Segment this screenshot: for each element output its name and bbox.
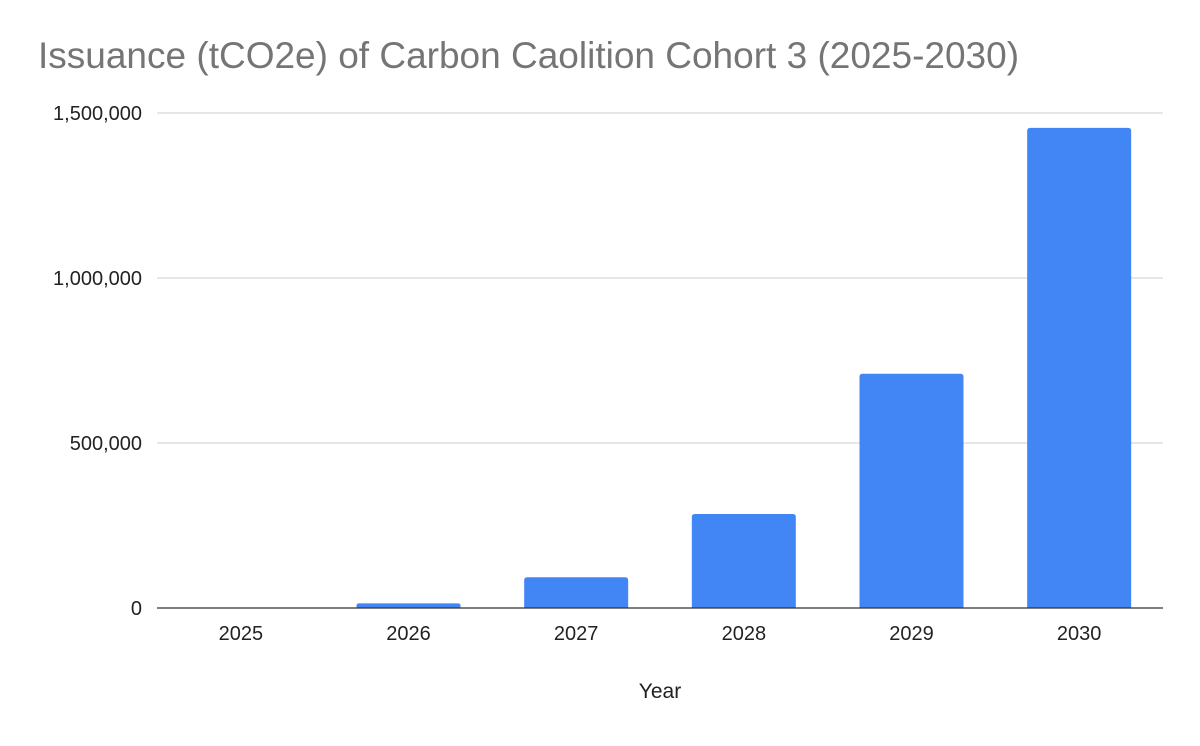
bar-2028: [691, 513, 796, 608]
x-tick-label: 2025: [219, 623, 264, 645]
y-tick-label: 500,000: [70, 433, 142, 455]
bar-2029: [859, 373, 964, 608]
bar-2026: [356, 603, 461, 608]
y-tick-label: 1,500,000: [53, 103, 142, 125]
bar-2030: [1027, 127, 1132, 608]
x-tick-label: 2029: [889, 623, 934, 645]
x-tick-label: 2026: [386, 623, 431, 645]
bar-2027: [524, 577, 629, 608]
y-tick-label: 1,000,000: [53, 268, 142, 290]
x-tick-label: 2028: [722, 623, 767, 645]
y-axis-tick-labels: 0 500,000 1,000,000 1,500,000: [53, 103, 142, 620]
y-tick-label: 0: [131, 598, 142, 620]
bars: [356, 127, 1132, 608]
x-tick-label: 2027: [554, 623, 599, 645]
gridlines: [157, 112, 1163, 444]
x-axis-label: Year: [639, 680, 681, 703]
x-tick-label: 2030: [1057, 623, 1102, 645]
x-axis-tick-labels: 2025 2026 2027 2028 2029 2030: [219, 623, 1102, 645]
chart-title: Issuance (tCO2e) of Carbon Caolition Coh…: [38, 35, 1019, 76]
